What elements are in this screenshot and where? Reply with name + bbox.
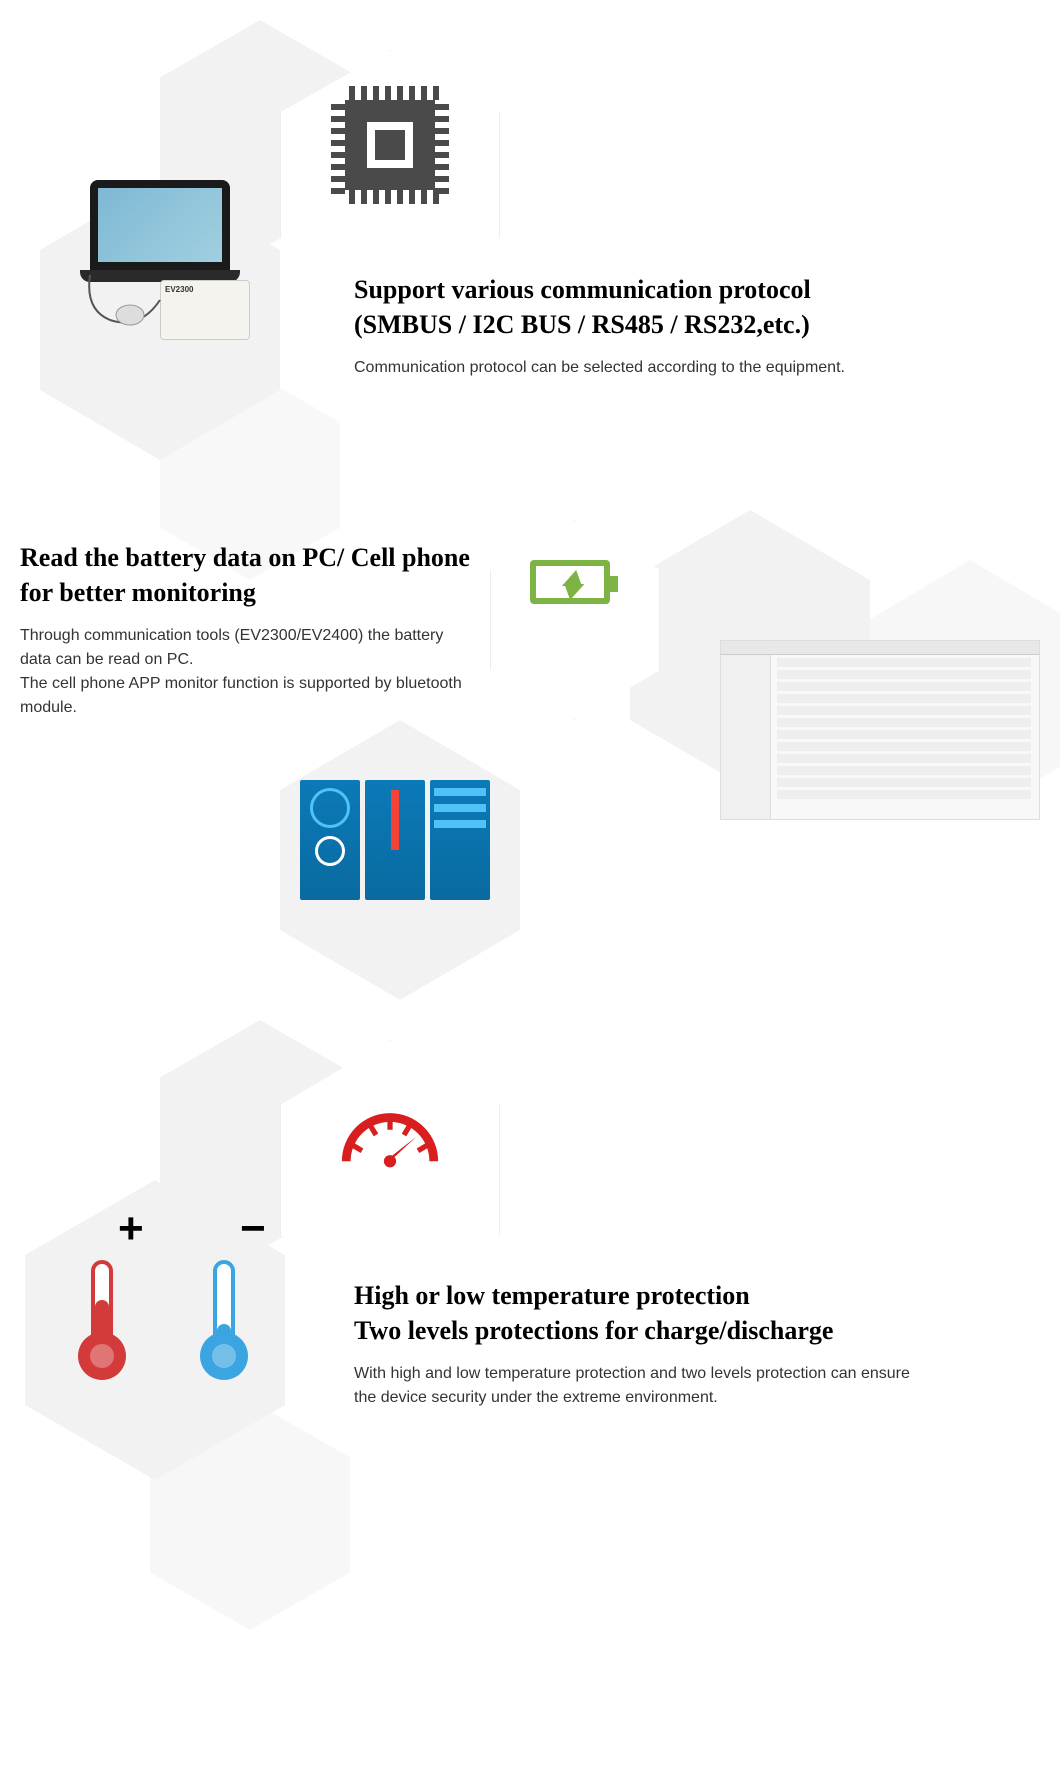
thermometer-cold: −	[200, 1240, 248, 1380]
chip-icon	[345, 100, 435, 190]
section2-text: Read the battery data on PC/ Cell phone …	[20, 540, 500, 720]
section1-text: Support various communication protocol (…	[354, 272, 1034, 380]
laptop-image	[90, 180, 240, 280]
mobile-app-screenshot-2	[365, 780, 425, 900]
section2-body-line2: The cell phone APP monitor function is s…	[20, 675, 462, 716]
gauge-icon	[330, 1100, 450, 1170]
section2-title-line2: for better monitoring	[20, 578, 256, 607]
battery-charging-icon	[530, 560, 610, 604]
section3-title-line1: High or low temperature protection	[354, 1281, 750, 1310]
mobile-app-screenshot-3	[430, 780, 490, 900]
mobile-app-screenshot-1	[300, 780, 360, 900]
section2-body-line1: Through communication tools (EV2300/EV24…	[20, 627, 443, 668]
plus-sign: +	[118, 1204, 144, 1254]
usb-cable	[80, 270, 180, 350]
section1-title-line2: (SMBUS / I2C BUS / RS485 / RS232,etc.)	[354, 310, 810, 339]
section1-body: Communication protocol can be selected a…	[354, 356, 1034, 380]
section1-title-line1: Support various communication protocol	[354, 275, 811, 304]
section3-body: With high and low temperature protection…	[354, 1362, 914, 1410]
section3-text: High or low temperature protection Two l…	[354, 1278, 1014, 1410]
thermometer-hot: +	[78, 1240, 126, 1380]
minus-sign: −	[240, 1204, 266, 1254]
section3-title-line2: Two levels protections for charge/discha…	[354, 1316, 833, 1345]
section2-title-line1: Read the battery data on PC/ Cell phone	[20, 543, 470, 572]
pc-software-screenshot	[720, 640, 1040, 820]
